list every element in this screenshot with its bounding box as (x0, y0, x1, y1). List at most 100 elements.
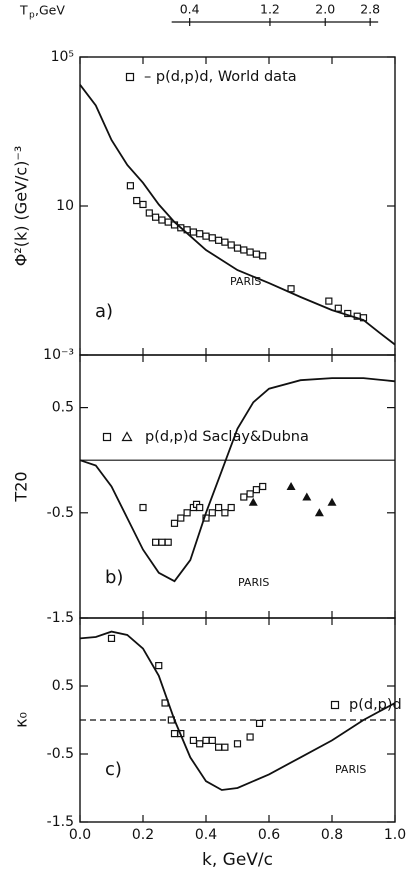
legend-label: p(d,p)d Saclay&Dubna (145, 429, 309, 445)
square-point (221, 509, 229, 517)
x-tick-label: 0.0 (69, 827, 91, 843)
y-tick-label: -1.5 (47, 814, 74, 830)
square-point (240, 246, 248, 254)
y-axis-label: κ₀ (12, 712, 31, 728)
triangle-point (314, 508, 324, 517)
square-point (233, 740, 242, 748)
top-tick-label: 2.8 (360, 2, 380, 17)
square-point (259, 482, 267, 491)
square-point (259, 252, 267, 260)
legend-marker (121, 431, 133, 442)
y-tick-label: -0.5 (47, 746, 74, 762)
x-tick-label: 0.8 (321, 827, 343, 843)
square-point (233, 244, 242, 252)
square-point (202, 232, 210, 240)
legend-marker (125, 72, 135, 82)
y-tick-label: 0.5 (52, 678, 74, 694)
top-axis-label-sub: p (29, 11, 35, 21)
x-tick-label: 0.2 (132, 827, 154, 843)
square-point (139, 503, 147, 512)
square-point (227, 503, 235, 512)
legend-marker (102, 432, 112, 442)
square-point (126, 182, 135, 190)
curve-label: PARIS (230, 275, 261, 288)
square-point (158, 216, 166, 224)
top-tick-label: 2.0 (315, 2, 335, 17)
square-point (246, 248, 254, 256)
legend-label: – p(d,p)d, World data (144, 69, 297, 85)
square-point (177, 514, 185, 522)
square-point (145, 209, 153, 217)
top-tick-label: 0.4 (180, 2, 200, 17)
square-point (255, 719, 264, 728)
square-point (252, 486, 260, 494)
square-point (246, 733, 254, 741)
square-point (208, 736, 216, 745)
y-axis-label: Φ²(k) (GeV/c)⁻³ (12, 146, 31, 267)
x-axis-label: k, GeV/c (202, 850, 273, 870)
model-curve (79, 84, 396, 346)
square-point (155, 661, 163, 670)
y-tick-label: 0.5 (52, 400, 74, 416)
x-tick-label: 0.6 (258, 827, 280, 843)
y-axis-label: T20 (12, 471, 31, 502)
top-axis-label: T (19, 3, 28, 18)
square-point (164, 218, 172, 226)
square-point (334, 304, 342, 312)
x-tick-label: 1.0 (384, 827, 406, 843)
square-point (287, 285, 295, 293)
square-point (196, 740, 204, 748)
square-point (164, 538, 172, 546)
square-point (215, 743, 223, 751)
square-point (325, 297, 333, 305)
square-point (107, 634, 116, 643)
square-point (221, 238, 229, 246)
top-axis-label-suffix: ,GeV (35, 3, 65, 18)
square-point (227, 241, 235, 249)
triangle-point (286, 482, 296, 490)
panel-label: b) (105, 567, 123, 588)
y-tick-label: 10⁻³ (43, 347, 74, 363)
model-curve (79, 630, 396, 791)
square-point (170, 519, 179, 527)
square-point (196, 503, 204, 512)
square-point (152, 538, 160, 546)
curve-label: PARIS (335, 763, 366, 776)
y-tick-label: 10⁵ (51, 49, 74, 65)
square-point (139, 200, 147, 209)
square-point (189, 228, 197, 236)
top-tick-label: 1.2 (260, 2, 280, 17)
square-point (133, 196, 141, 205)
square-point (189, 736, 197, 745)
square-point (215, 503, 223, 512)
triangle-point (248, 497, 258, 506)
square-point (215, 236, 223, 244)
square-point (252, 250, 260, 258)
panel-label: a) (95, 301, 113, 322)
y-tick-label: -1.5 (47, 610, 74, 626)
panel-label: c) (105, 759, 122, 780)
square-point (170, 729, 179, 738)
square-point (202, 736, 210, 745)
square-point (183, 509, 191, 517)
square-point (208, 234, 216, 242)
x-tick-label: 0.4 (195, 827, 217, 843)
triangle-point (302, 492, 312, 501)
square-point (240, 493, 248, 501)
square-point (158, 538, 166, 546)
square-point (246, 490, 254, 498)
triangle-point (327, 497, 337, 506)
curve-label: PARIS (238, 576, 269, 589)
square-point (221, 743, 229, 751)
y-tick-label: -0.5 (47, 505, 74, 521)
square-point (208, 509, 216, 517)
model-curve (79, 377, 396, 583)
legend-label: p(d,p)d (349, 697, 402, 713)
square-point (196, 230, 204, 238)
plot-frame (79, 617, 396, 823)
legend-marker (330, 700, 340, 710)
y-tick-label: 10 (56, 198, 74, 214)
square-point (152, 213, 160, 221)
